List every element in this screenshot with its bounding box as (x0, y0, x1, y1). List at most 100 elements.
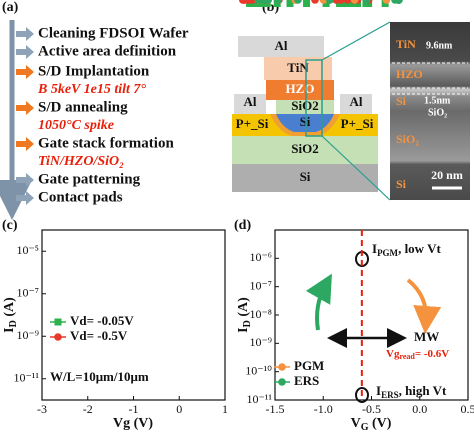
tem-label: SiO₂ (428, 107, 447, 118)
highlight (355, 387, 369, 403)
gate-oxide (276, 100, 334, 114)
hzo-layer (266, 80, 334, 100)
tem-label: TiN (396, 37, 416, 51)
step: S/D Implantation (38, 63, 150, 79)
legend-label: PGM (294, 358, 324, 373)
y-tick-label: 10⁻¹⁰ (245, 363, 272, 377)
legend-label: Vd= -0.05V (70, 313, 134, 328)
annotation-tail: , low Vt (398, 241, 441, 256)
layer-label: HZO (286, 81, 315, 96)
tem-label: 1.5nm (424, 95, 451, 106)
y-tick-label: 10⁻⁹ (16, 328, 39, 342)
x-tick-label: -0.5 (362, 402, 381, 416)
annotation: MW (414, 329, 439, 344)
data-point (311, 0, 319, 4)
annotation-main: I (372, 241, 377, 256)
annotation-main: I (376, 383, 381, 398)
annotation-sub: PGM (377, 248, 398, 258)
tem-label: SiO₂ (396, 132, 419, 146)
y-tick-label: 10⁻⁹ (249, 335, 272, 349)
layer-label: P+_Si (236, 116, 269, 131)
tem-label: HZO (396, 67, 423, 81)
panel-d: (d) VG (V) ID (A) IPGM, low Vt IERS, hig… (234, 218, 449, 432)
layer-label: SiO2 (291, 98, 318, 113)
annotation: IPGM, low Vt (372, 241, 441, 258)
step-arrows (16, 27, 34, 205)
tem-label: Si (396, 177, 407, 191)
step: Active area definition (38, 43, 177, 59)
y-axis-title-tail: (A) (2, 297, 17, 320)
tem-image (390, 22, 470, 200)
data-point (264, 0, 272, 4)
annotation-tail: = -0.6V (415, 348, 449, 360)
data-point (382, 0, 391, 4)
x-axis-title-sub: G (361, 422, 369, 432)
legend-label: ERS (294, 373, 319, 388)
data-point (274, 0, 282, 4)
x-tick-label: 0.5 (461, 402, 474, 416)
y-axis-title-sub: D (8, 320, 19, 327)
layer-label: Al (275, 38, 288, 53)
tem-label: 9.6nm (426, 40, 453, 51)
x-tick-label: -1.5 (266, 402, 285, 416)
y-axis-title-main: I (2, 327, 17, 332)
contact (234, 94, 266, 114)
x-axis-title: VG (V) (351, 416, 392, 432)
y-axis-title: ID (A) (2, 297, 19, 333)
data-point (303, 0, 311, 7)
layer-label: Al (350, 94, 363, 109)
panel-label: (a) (2, 0, 19, 15)
legend-label: Vd= -0.5V (70, 328, 128, 343)
y-tick-label: 10⁻⁵ (16, 243, 39, 257)
x-tick-label: -3 (37, 402, 47, 416)
x-tick-label: 0 (176, 402, 182, 416)
data-point (395, 0, 403, 4)
panel-b: (b) Al TiN HZO SiO2 Si P+_Si P+_Si Al Al… (232, 0, 470, 201)
zoom-line (321, 135, 391, 201)
data-point (343, 0, 352, 4)
x-tick-label: -2 (83, 402, 93, 416)
y-tick-label: 10⁻⁷ (16, 286, 39, 300)
x-axis-title-main: V (351, 416, 361, 431)
annotation-sub: read (399, 352, 415, 361)
step-detail: 1050°C spike (38, 118, 114, 133)
panel-c: (c) Vg (V) ID (A) W/L=10μm/10μm (2, 218, 153, 431)
step: S/D annealing (38, 99, 128, 115)
annotation: IERS, high Vt (376, 383, 447, 400)
data-point (322, 0, 330, 7)
layer-label: P+_Si (341, 116, 374, 131)
data-point (350, 0, 359, 4)
data-point (362, 0, 371, 4)
y-axis-title: ID (A) (236, 297, 253, 333)
x-axis-title: Vg (V) (113, 416, 153, 431)
layer-label: TiN (287, 60, 309, 75)
y-tick-label: 10⁻⁶ (249, 250, 272, 264)
annotation: W/L=10μm/10μm (50, 369, 149, 384)
annotation: Vgread= -0.6V (386, 348, 449, 361)
x-tick-label: -1 (129, 402, 139, 416)
panel-label: (c) (2, 218, 18, 233)
panel-a: (a) Cleaning FDSOI Wafer Active area def… (0, 0, 189, 220)
contact (340, 94, 372, 114)
step: Contact pads (38, 189, 123, 205)
x-tick-label: 1 (222, 402, 228, 416)
data-point (294, 0, 302, 4)
step: Gate patterning (38, 171, 141, 187)
layer-label: Si (300, 114, 311, 129)
y-tick-label: 10⁻⁸ (249, 307, 272, 321)
x-tick-label: -1.0 (314, 402, 333, 416)
step: Cleaning FDSOI Wafer (38, 25, 189, 41)
data-point (341, 0, 349, 7)
layer-label: Si (300, 169, 311, 184)
zoom-box (305, 59, 323, 137)
tem-label: Si (396, 94, 407, 108)
y-axis-title-main: I (236, 327, 251, 332)
annotation-tail: , high Vt (399, 383, 447, 398)
y-tick-label: 10⁻¹¹ (246, 392, 272, 406)
shift-arrow (406, 278, 442, 334)
panel-label: (d) (234, 218, 251, 233)
annotation-sub: ERS (381, 390, 399, 400)
layer-label: SiO2 (291, 141, 318, 156)
step: Gate stack formation (38, 135, 174, 151)
